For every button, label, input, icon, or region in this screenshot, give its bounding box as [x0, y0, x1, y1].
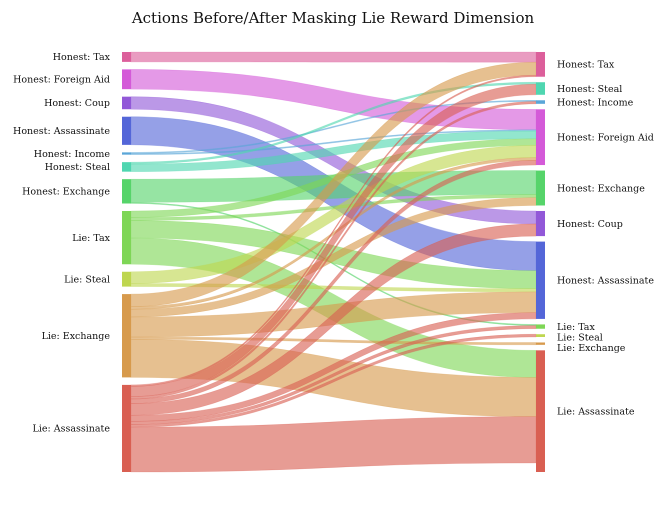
right-node-label: Honest: Steal	[557, 84, 622, 95]
flow-link	[130, 51, 537, 63]
flow-link	[130, 416, 537, 473]
right-node-label: Honest: Tax	[557, 60, 615, 71]
left-node-label: Honest: Foreign Aid	[13, 75, 110, 86]
right-node-label: Lie: Assassinate	[557, 406, 635, 417]
left-node-label: Honest: Steal	[45, 162, 110, 173]
left-node	[122, 52, 131, 62]
right-node	[536, 324, 545, 329]
right-node-label: Lie: Tax	[557, 322, 595, 333]
left-node-label: Honest: Income	[34, 149, 111, 160]
right-node-label: Lie: Exchange	[557, 343, 626, 354]
left-node-label: Lie: Steal	[64, 274, 110, 285]
chart-title: Actions Before/After Masking Lie Reward …	[131, 9, 535, 27]
left-node	[122, 162, 131, 172]
right-node-label: Honest: Exchange	[557, 183, 645, 194]
left-node	[122, 96, 131, 110]
left-node	[122, 69, 131, 90]
left-node-label: Honest: Coup	[44, 98, 110, 109]
right-node-label: Honest: Income	[557, 97, 634, 108]
right-node	[536, 109, 545, 166]
left-node-label: Lie: Exchange	[42, 331, 111, 342]
right-node-label: Honest: Coup	[557, 219, 623, 230]
right-node	[536, 342, 545, 345]
left-node-label: Honest: Exchange	[22, 187, 110, 198]
right-node	[536, 82, 545, 95]
left-node	[122, 294, 131, 378]
node-labels: Honest: Tax Honest: Foreign Aid Honest: Co…	[13, 52, 654, 435]
right-node	[536, 52, 545, 77]
left-node-label: Honest: Tax	[53, 52, 111, 63]
right-node	[536, 241, 545, 319]
left-node	[122, 152, 131, 155]
left-node	[122, 384, 131, 472]
right-node-label: Honest: Foreign Aid	[557, 132, 654, 143]
left-node-label: Lie: Tax	[72, 233, 110, 244]
left-node-label: Lie: Assassinate	[33, 424, 111, 435]
flow-link	[130, 197, 537, 318]
nodes	[122, 52, 545, 472]
flow-link	[130, 312, 537, 422]
left-node-label: Honest: Assassinate	[13, 126, 110, 137]
right-node	[536, 170, 545, 206]
flow-link	[130, 223, 537, 416]
right-node	[536, 350, 545, 472]
left-node	[122, 271, 131, 287]
right-node-label: Honest: Assassinate	[557, 276, 654, 287]
right-node	[536, 100, 545, 104]
right-node-label: Lie: Steal	[557, 332, 603, 343]
left-node	[122, 179, 131, 204]
left-node	[122, 116, 131, 145]
left-node	[122, 211, 131, 265]
right-node	[536, 334, 545, 337]
flow-links	[130, 51, 537, 473]
right-node	[536, 210, 545, 237]
